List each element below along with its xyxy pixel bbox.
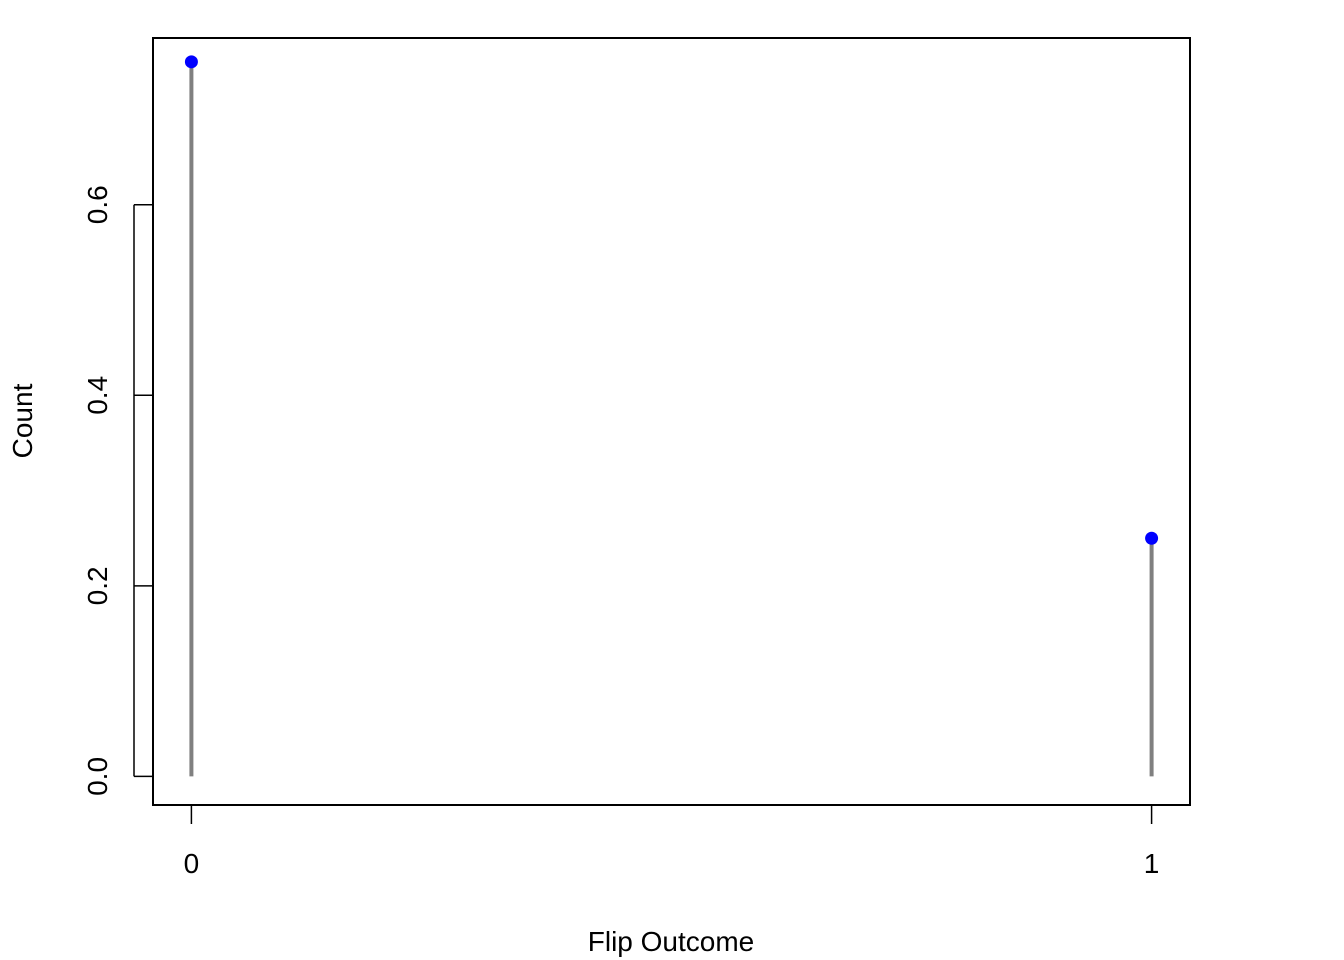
- y-axis-label: Count: [7, 383, 38, 458]
- x-axis-label: Flip Outcome: [588, 926, 755, 957]
- y-tick-label: 0.2: [82, 566, 113, 605]
- y-axis: 0.0 0.2 0.4 0.6: [82, 185, 153, 796]
- plot-frame: [152, 37, 1191, 806]
- data-marks: [184, 55, 1159, 777]
- x-tick-label: 0: [184, 848, 200, 879]
- data-point: [1145, 531, 1159, 545]
- data-point: [184, 55, 198, 69]
- y-tick-label: 0.6: [82, 185, 113, 224]
- y-tick-label: 0.0: [82, 757, 113, 796]
- x-tick-label: 1: [1144, 848, 1160, 879]
- y-tick-label: 0.4: [82, 376, 113, 415]
